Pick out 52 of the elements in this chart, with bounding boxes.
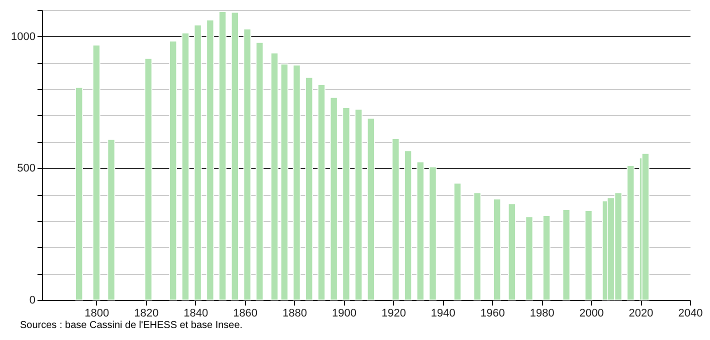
bar — [562, 209, 570, 300]
y-tick-label: 500 — [17, 162, 36, 175]
x-tick-label: 2000 — [579, 308, 604, 320]
x-tick-label: 1860 — [233, 308, 258, 320]
bar — [92, 44, 100, 300]
x-tick-label: 1880 — [282, 308, 308, 320]
bar — [318, 84, 326, 300]
x-tick-label: 1820 — [134, 308, 159, 320]
bar — [280, 64, 288, 300]
bar — [367, 118, 375, 300]
bar — [454, 182, 462, 300]
bar — [428, 166, 437, 300]
bar — [493, 198, 501, 300]
bar — [256, 42, 264, 300]
bar — [75, 87, 83, 300]
x-tick-label: 1980 — [530, 308, 554, 320]
bar — [218, 11, 226, 300]
bar — [508, 203, 516, 300]
x-tick-label: 1800 — [84, 308, 110, 320]
bar — [542, 215, 550, 300]
x-tick-label: 1960 — [480, 308, 505, 320]
bar — [107, 139, 116, 300]
bar — [270, 52, 278, 300]
bar — [194, 24, 202, 300]
x-tick-label: 1940 — [430, 308, 456, 320]
bar — [525, 216, 534, 300]
bar — [305, 77, 314, 300]
bar — [169, 40, 177, 300]
bar — [231, 12, 239, 300]
x-tick-label: 1900 — [332, 308, 356, 320]
bar — [416, 161, 424, 300]
bar — [342, 107, 350, 300]
bar — [642, 153, 650, 300]
bar — [206, 20, 214, 300]
y-tick-label: 1000 — [11, 30, 36, 43]
bar — [392, 138, 400, 300]
bar — [243, 28, 252, 300]
bar — [626, 165, 635, 300]
bar — [354, 108, 362, 300]
y-tick-label: 0 — [29, 294, 36, 306]
bar — [404, 150, 412, 300]
source-note: Sources : base Cassini de l'EHESS et base Insee. — [20, 320, 243, 331]
bar — [144, 58, 152, 300]
x-tick-label: 1840 — [184, 308, 208, 320]
x-tick-label: 2020 — [628, 308, 654, 320]
bar — [584, 210, 592, 300]
bar — [473, 192, 482, 300]
x-tick-label: 1920 — [381, 308, 406, 320]
bar — [182, 32, 190, 300]
bar — [292, 64, 301, 300]
bar — [330, 97, 338, 300]
x-tick-label: 2040 — [678, 308, 703, 320]
